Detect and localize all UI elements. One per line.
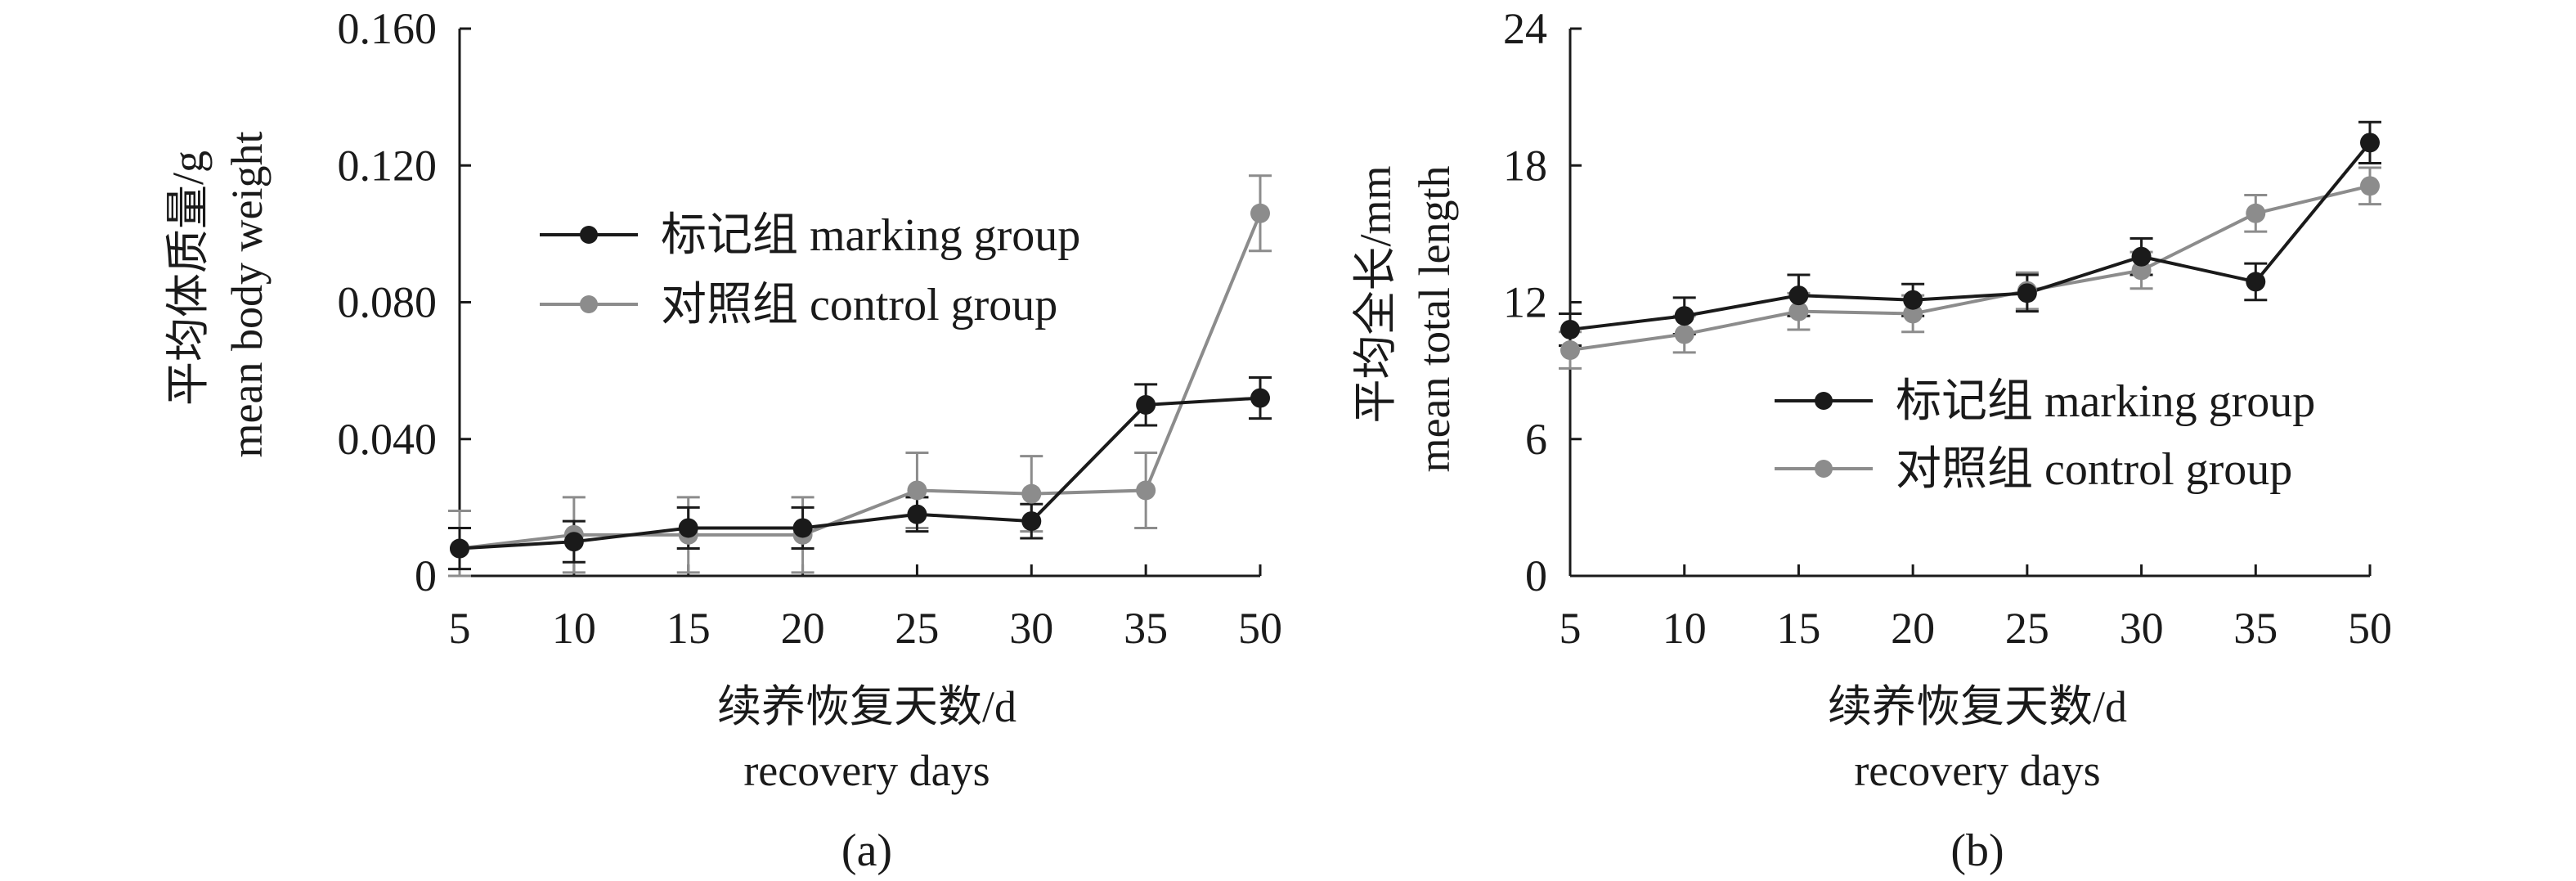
- panel-a-y-ticklabel: 0.040: [338, 415, 438, 464]
- panel-b-x-ticklabel: 30: [2120, 604, 2164, 653]
- panel-b: 0 6 12 18 24 5 10 15 20 25 30 35 50 平均全长/mm mean to…: [1351, 4, 2392, 876]
- panel-b-point-control: [2131, 260, 2152, 281]
- panel-b-legend-marking: 标记组 marking group: [1896, 376, 2315, 427]
- panel-a-series-line-marking: [459, 396, 1261, 551]
- panel-a-x-ticklabel: 20: [781, 604, 825, 653]
- panel-b-point-control: [1903, 303, 1923, 324]
- panel-b-y-ticklabel: 24: [1503, 4, 1547, 53]
- panel-b-ylabel-line1: 平均全长/mm: [1351, 165, 1400, 423]
- panel-b-x-ticklabels: 5 10 15 20 25 30 35 50: [1560, 604, 2393, 653]
- panel-a-x-ticklabel: 35: [1124, 604, 1168, 653]
- panel-b-ylabel-line2: mean total length: [1410, 166, 1459, 473]
- panel-a-x-ticklabel: 50: [1238, 604, 1282, 653]
- panel-b-caption: (b): [1950, 825, 2004, 876]
- panel-a-series-lines: [459, 213, 1262, 551]
- panel-b-point-marking: [1560, 319, 1580, 339]
- panel-a-point-control: [1136, 480, 1156, 501]
- panel-a-series-line-control: [459, 213, 1262, 551]
- panel-b-series-line-control: [1569, 184, 2371, 353]
- panel-a-caption: (a): [841, 825, 892, 876]
- panel-a-legend-control: 对照组 control group: [661, 280, 1057, 330]
- panel-a-y-ticklabel: 0: [415, 551, 437, 600]
- panel-b-y-ticklabel: 0: [1525, 551, 1547, 600]
- panel-b-point-control: [1788, 301, 1809, 321]
- panel-b-point-control: [1560, 340, 1580, 361]
- panel-b-x-ticklabel: 50: [2348, 604, 2392, 653]
- panel-a-point-marking: [1250, 388, 1270, 408]
- panel-b-point-control: [1674, 324, 1694, 344]
- panel-a-y-ticklabel: 0.160: [338, 4, 438, 53]
- panel-b-point-control: [2360, 176, 2380, 196]
- panel-a-y-ticklabel: 0.120: [338, 141, 438, 190]
- panel-b-y-ticklabels: 0 6 12 18 24: [1503, 4, 1547, 600]
- panel-b-legend-control: 对照组 control group: [1896, 444, 2292, 495]
- panel-b-point-marking: [1903, 290, 1923, 310]
- panel-a-axes: [458, 27, 1262, 578]
- panel-b-point-marking: [1674, 306, 1694, 326]
- panel-a-point-marking: [563, 532, 584, 552]
- panel-b-axes: [1568, 27, 2372, 578]
- panel-a-xlabel-line1: 续养恢复天数/d: [717, 682, 1016, 731]
- panel-b-x-ticklabel: 20: [1891, 604, 1935, 653]
- panel-a: 0 0.040 0.080 0.120 0.160 5 10 15 20 25 30 35 50 平均…: [164, 4, 1282, 876]
- panel-a-legend-marking: 标记组 marking group: [661, 210, 1080, 261]
- panel-b-series-lines: [1569, 142, 2372, 353]
- panel-a-legend-marker-marking: [580, 226, 598, 244]
- panel-a-ylabel-line2: mean body weight: [222, 132, 272, 458]
- panel-a-point-control: [1250, 203, 1270, 223]
- panel-a-x-ticklabel: 30: [1009, 604, 1053, 653]
- panel-b-x-ticklabel: 15: [1776, 604, 1820, 653]
- panel-b-point-control: [2246, 203, 2266, 223]
- panel-a-x-ticklabel: 15: [666, 604, 711, 653]
- panel-b-point-marking: [2131, 246, 2152, 267]
- panel-a-legend-marker-control: [580, 295, 598, 313]
- panel-b-x-ticklabel: 25: [2005, 604, 2049, 653]
- panel-a-point-marking: [1021, 511, 1042, 532]
- panel-a-point-marking: [450, 538, 469, 559]
- panel-b-series-line-marking: [1569, 142, 2372, 331]
- panel-a-point-control: [1021, 483, 1042, 504]
- panel-a-xlabel-line2: recovery days: [743, 746, 990, 795]
- panel-a-point-marking: [678, 518, 698, 538]
- panel-b-point-marking: [2017, 283, 2037, 303]
- panel-b-legend-marker-marking: [1815, 392, 1833, 410]
- panel-b-y-ticklabel: 18: [1503, 141, 1547, 190]
- panel-a-point-marking: [1136, 394, 1156, 415]
- panel-a-ylabel-line1: 平均体质量/g: [164, 151, 213, 406]
- panel-a-legend: 标记组 marking group 对照组 control group: [540, 210, 1080, 330]
- panel-b-legend: 标记组 marking group 对照组 control group: [1775, 376, 2315, 495]
- panel-a-point-marking: [792, 518, 813, 538]
- panel-b-point-marking: [1788, 285, 1809, 306]
- panel-b-point-marking: [2246, 272, 2266, 292]
- panel-a-x-ticklabels: 5 10 15 20 25 30 35 50: [449, 604, 1283, 653]
- panel-b-y-ticklabel: 6: [1525, 415, 1547, 464]
- panel-a-y-ticklabel: 0.080: [338, 278, 438, 327]
- panel-b-points: [1560, 133, 2380, 361]
- panel-a-point-marking: [907, 504, 927, 524]
- panel-b-x-ticklabel: 35: [2233, 604, 2278, 653]
- panel-b-x-ticklabel: 5: [1560, 604, 1582, 653]
- panel-a-x-ticklabel: 10: [552, 604, 596, 653]
- panel-b-xlabel-line1: 续养恢复天数/d: [1828, 682, 2127, 731]
- panel-a-x-ticklabel: 5: [449, 604, 471, 653]
- panel-b-point-marking: [2360, 133, 2380, 153]
- panel-a-point-control: [907, 480, 927, 501]
- panel-a-y-ticklabels: 0 0.040 0.080 0.120 0.160: [338, 4, 438, 600]
- panel-b-legend-marker-control: [1815, 460, 1833, 478]
- panel-a-points: [450, 203, 1270, 559]
- panel-a-x-ticklabel: 25: [895, 604, 939, 653]
- panel-b-y-ticklabel: 12: [1503, 278, 1547, 327]
- panel-b-xlabel-line2: recovery days: [1854, 746, 2100, 795]
- panel-b-x-ticklabel: 10: [1663, 604, 1707, 653]
